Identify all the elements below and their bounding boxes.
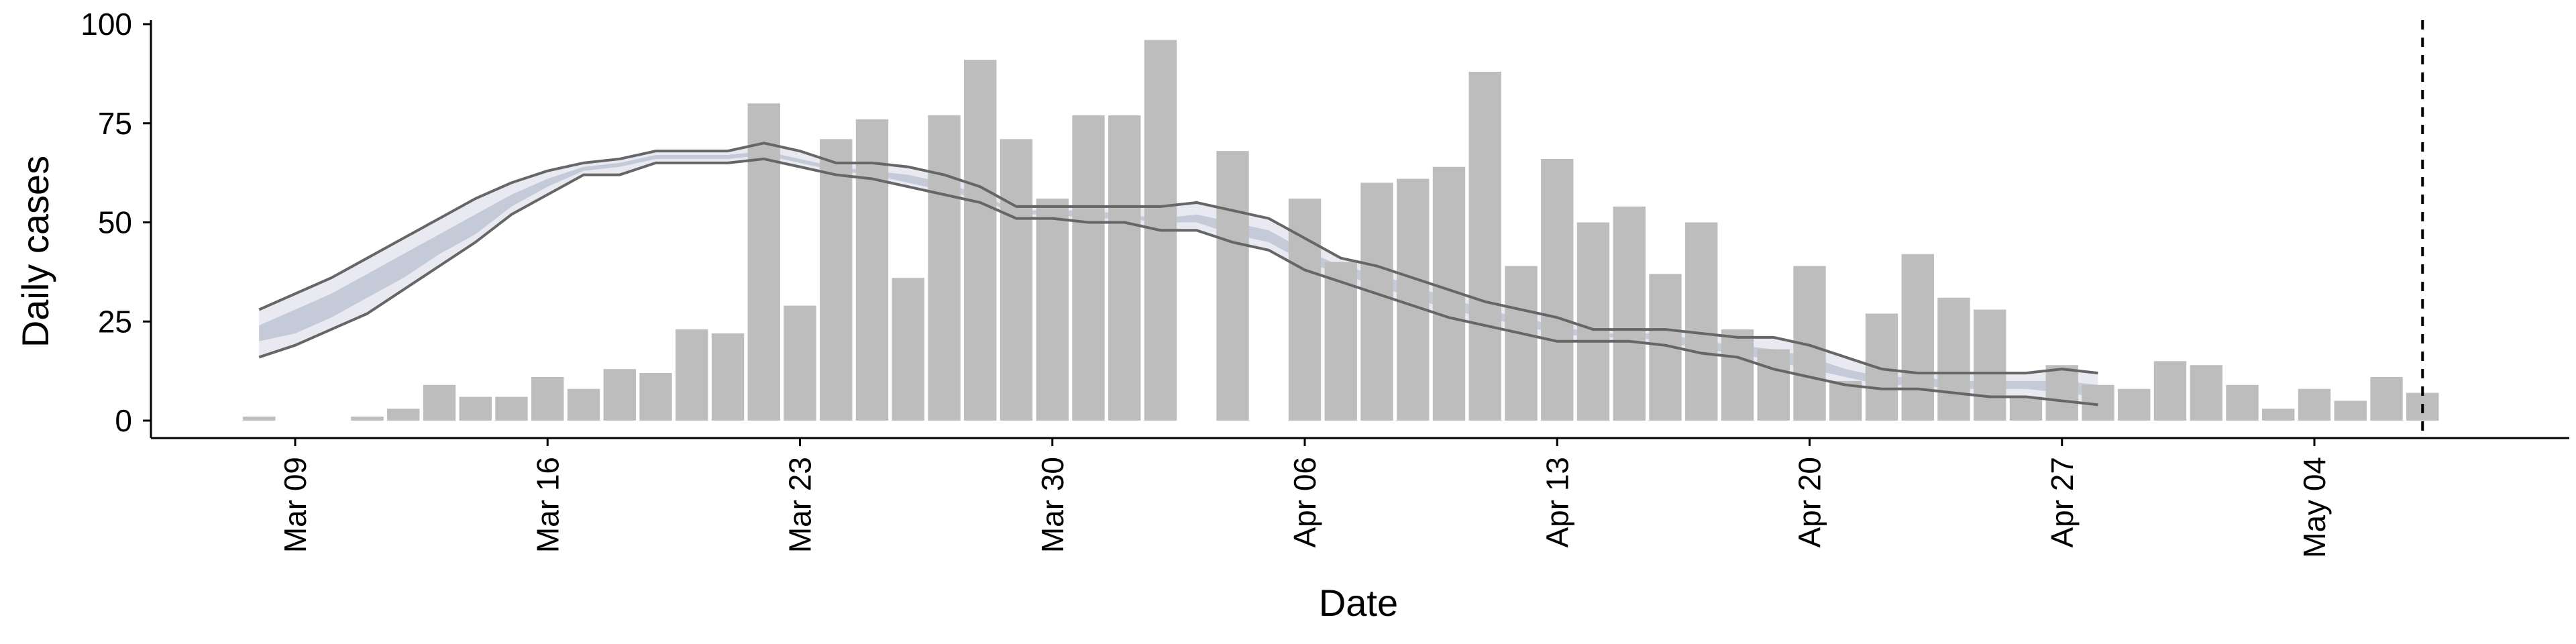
x-tick-label-2020-05-04: May 04 [2297,457,2332,558]
bar-2020-05-03 [2262,409,2295,421]
bar-2020-03-30 [1036,199,1069,421]
bar-2020-04-11 [1468,71,1501,421]
bar-2020-04-08 [1360,182,1393,421]
bar-2020-04-22 [1865,313,1898,421]
x-tick-label-2020-04-06: Apr 06 [1287,457,1322,548]
y-axis-title: Daily cases [14,156,56,347]
x-axis-title: Date [1319,582,1398,624]
bar-2020-03-25 [855,119,889,421]
bar-2020-03-17 [567,388,600,421]
axes [150,20,2569,439]
bar-2020-03-19 [639,373,672,421]
y-tick-label-100: 100 [80,7,132,42]
x-tick-label-2020-03-09: Mar 09 [278,457,313,553]
x-tick-label-2020-04-20: Apr 20 [1792,457,1827,548]
bar-2020-04-29 [2118,388,2151,421]
bar-2020-04-24 [1937,297,1970,421]
bar-2020-03-13 [423,384,456,421]
x-tick-label-2020-03-30: Mar 30 [1035,457,1070,553]
bar-2020-04-19 [1757,349,1790,421]
bar-2020-04-25 [1974,309,2006,421]
bar-series [243,40,2439,421]
bar-2020-04-26 [2009,396,2043,421]
bar-2020-04-27 [2045,365,2078,421]
bar-2020-04-13 [1541,158,1574,421]
bar-2020-04-21 [1829,380,1862,421]
y-tick-label-50: 50 [98,205,132,240]
bar-2020-03-14 [459,396,492,421]
bar-2020-05-02 [2226,384,2259,421]
bar-2020-04-15 [1613,206,1646,421]
bar-2020-04-04 [1216,151,1249,421]
bar-2020-05-06 [2370,376,2403,421]
upper-interval-line [258,142,2098,375]
bar-2020-03-31 [1072,115,1105,421]
lower-interval-line [258,157,2098,407]
bar-2020-04-14 [1576,222,1610,421]
bar-2020-03-11 [351,417,384,421]
bar-2020-04-17 [1685,222,1718,421]
bar-2020-03-23 [784,305,816,421]
bar-2020-04-18 [1721,329,1754,421]
y-tick-label-75: 75 [98,106,132,141]
bar-2020-05-04 [2298,388,2331,421]
bar-2020-04-30 [2153,361,2187,421]
x-tick-label-2020-04-13: Apr 13 [1540,457,1574,548]
bar-2020-03-24 [820,139,853,421]
bar-2020-03-21 [711,333,745,421]
bar-2020-05-01 [2190,365,2222,421]
x-tick-label-2020-03-16: Mar 16 [530,457,565,553]
bar-2020-04-12 [1505,266,1538,421]
bar-2020-03-26 [892,278,924,421]
x-tick-label-2020-04-27: Apr 27 [2045,457,2080,548]
bar-2020-03-28 [964,60,997,421]
bar-2020-03-15 [495,396,528,421]
y-axis-ticks: 0 25 50 75 100 [80,7,151,438]
bar-2020-04-07 [1324,262,1357,421]
bar-2020-03-29 [1000,139,1033,421]
bar-2020-03-16 [531,376,564,421]
bar-2020-04-23 [1901,254,1934,421]
bar-2020-03-22 [747,103,780,421]
bar-2020-03-12 [387,409,420,421]
bar-2020-03-08 [243,417,276,421]
bar-2020-03-20 [676,329,708,421]
bar-2020-04-09 [1397,178,1430,421]
x-tick-label-2020-03-23: Mar 23 [783,457,818,553]
x-axis-ticks: Mar 09 Mar 16 Mar 23 Mar 30 Apr 06 Apr 13 Apr … [278,438,2332,558]
bar-2020-05-05 [2334,400,2367,421]
bar-2020-03-27 [928,115,961,421]
interval-lines [258,142,2098,407]
bar-2020-04-01 [1108,115,1141,421]
y-tick-label-0: 0 [115,403,132,438]
y-tick-label-25: 25 [98,304,132,339]
bar-2020-03-18 [603,369,636,421]
bar-2020-04-06 [1288,199,1322,421]
